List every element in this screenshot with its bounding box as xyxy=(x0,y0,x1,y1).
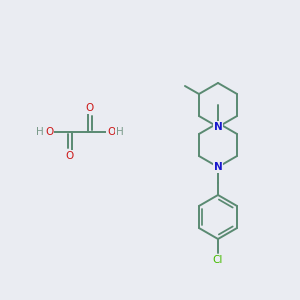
Text: N: N xyxy=(214,162,222,172)
Text: Cl: Cl xyxy=(213,255,223,265)
Text: H: H xyxy=(36,127,44,137)
Text: O: O xyxy=(66,151,74,161)
Text: O: O xyxy=(45,127,53,137)
Text: O: O xyxy=(86,103,94,113)
Text: H: H xyxy=(116,127,124,137)
Text: N: N xyxy=(214,122,222,132)
Text: O: O xyxy=(107,127,115,137)
